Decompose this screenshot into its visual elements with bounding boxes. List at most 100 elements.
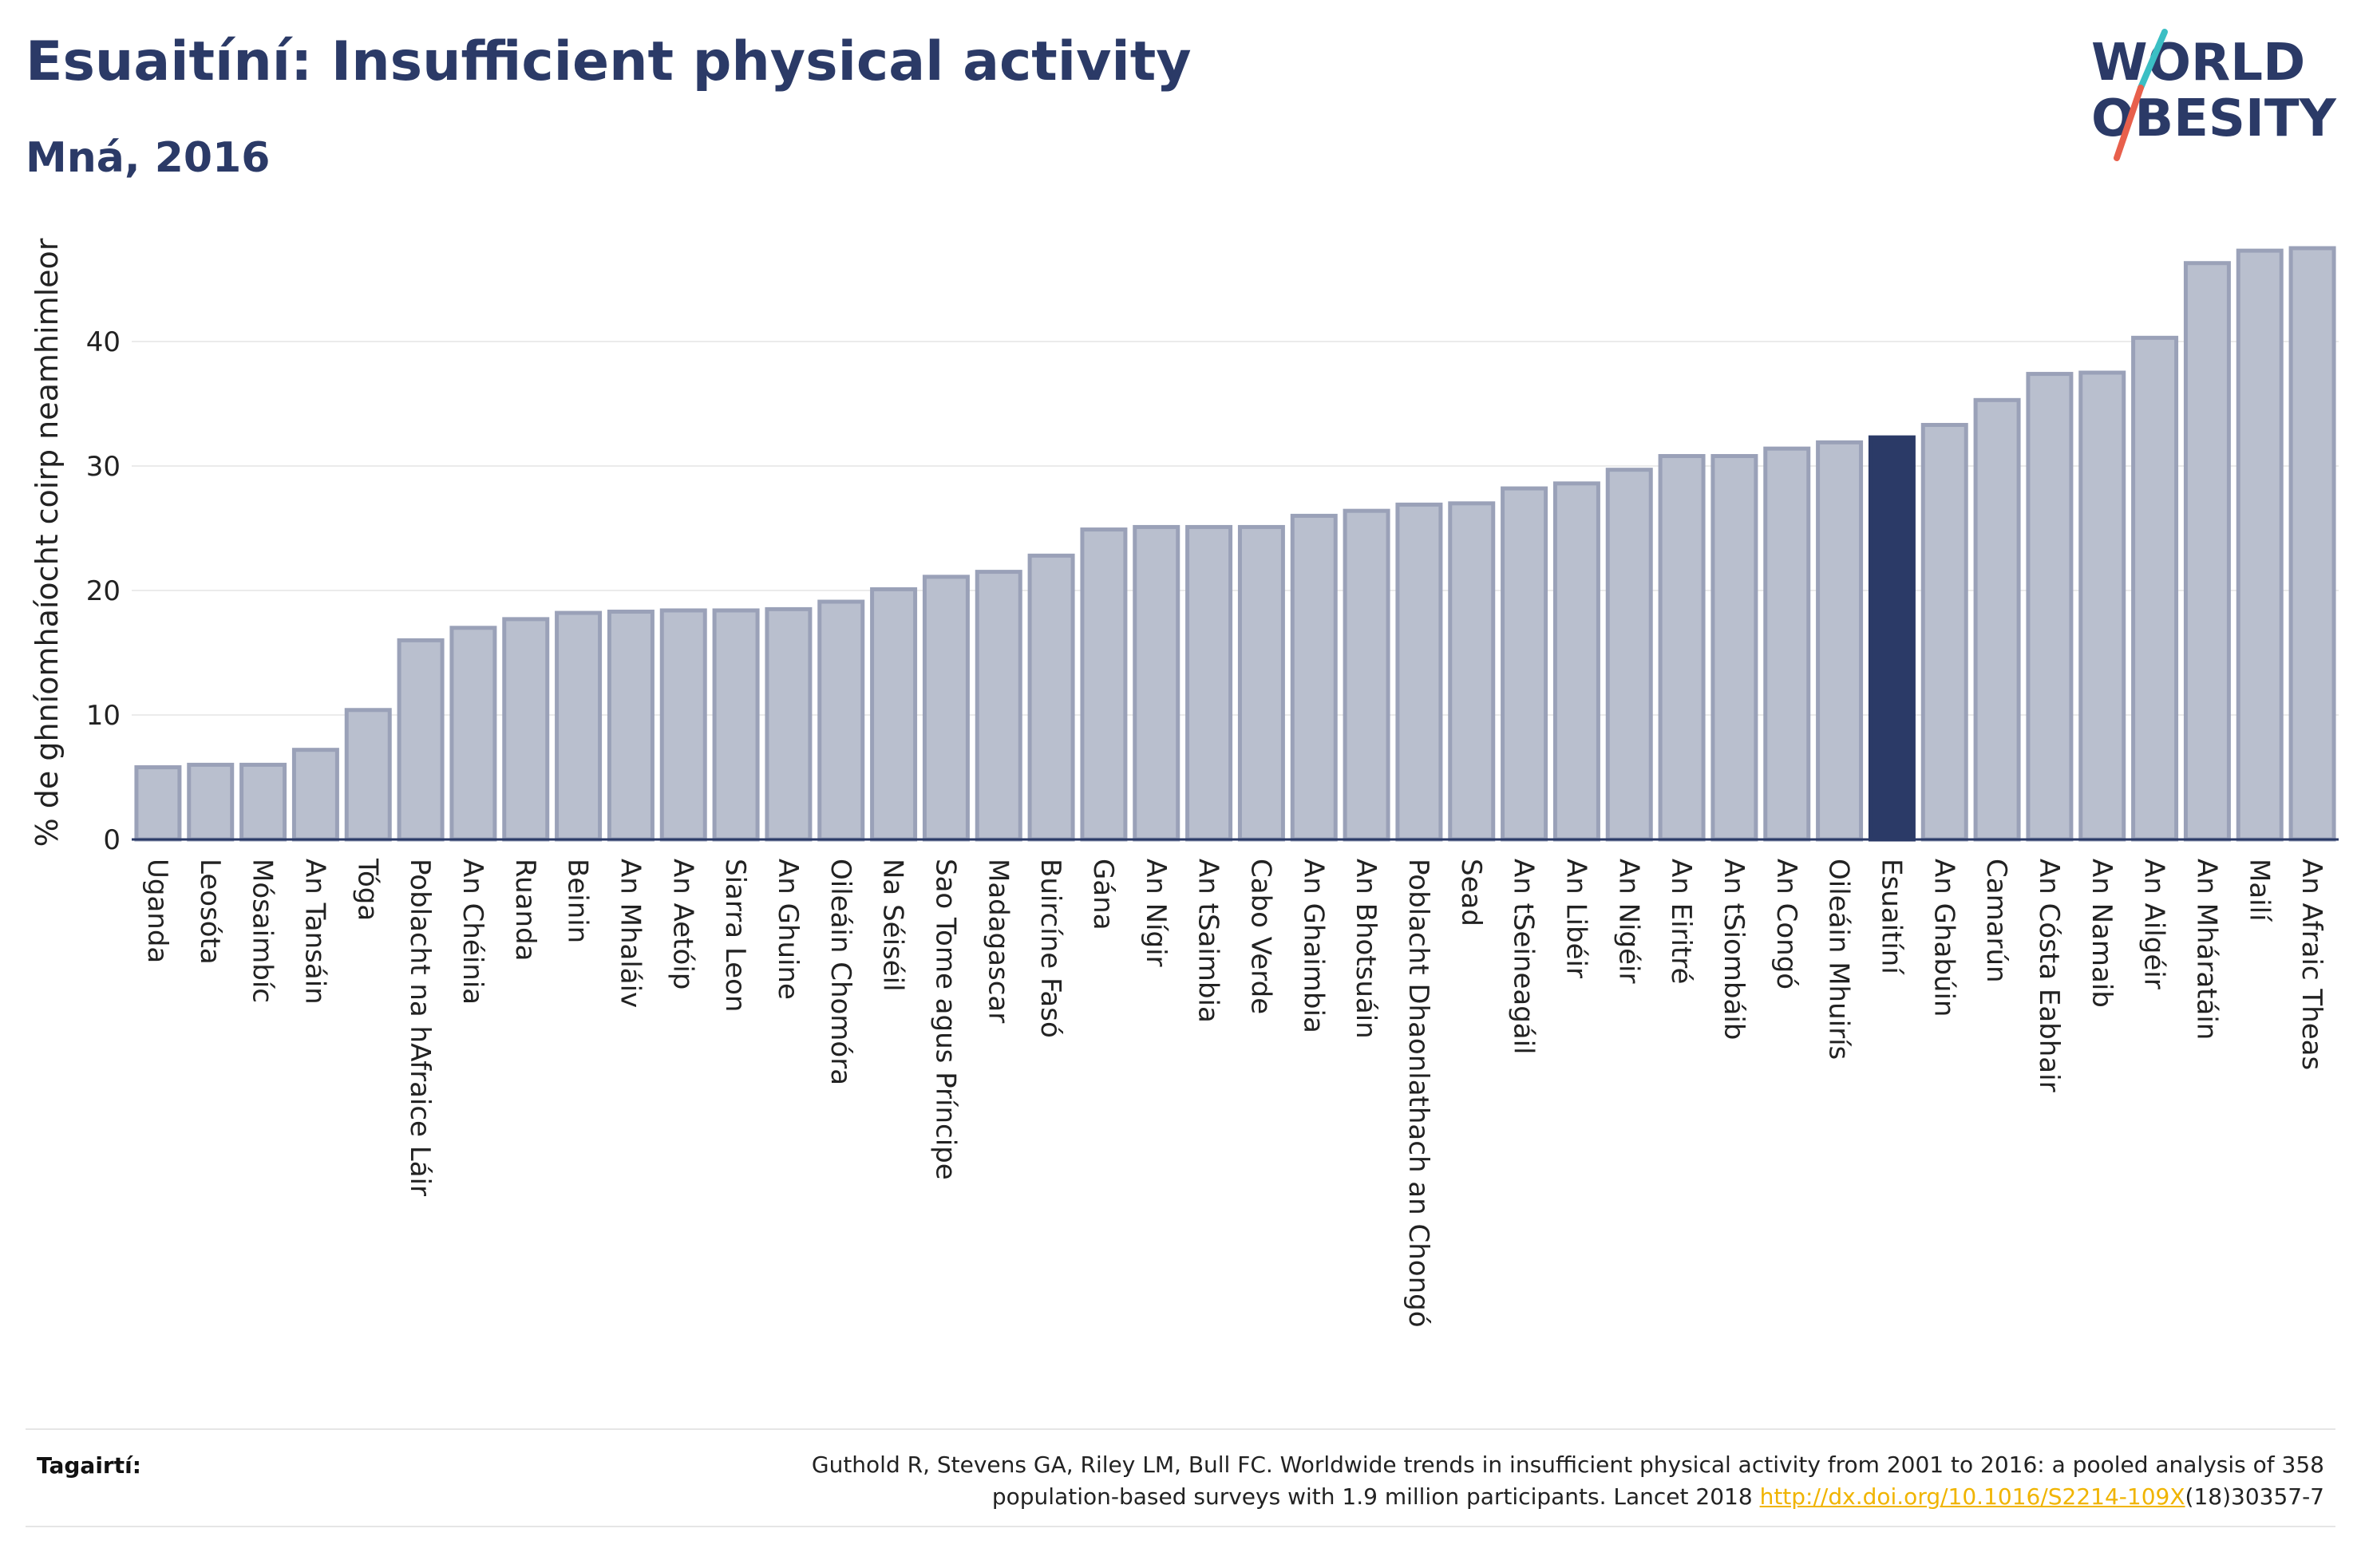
- y-axis-label: % de ghníomhaíocht coirp neamhimleor: [30, 238, 65, 847]
- bar: [555, 610, 603, 842]
- bar: [1552, 481, 1600, 842]
- bar: [2236, 248, 2284, 842]
- bar: [502, 617, 550, 842]
- reference-line-2-end: (18)30357-7: [2185, 1483, 2324, 1510]
- logo-slash-teal: [2138, 29, 2168, 91]
- y-tick-labels: 0 10 20 30 40: [86, 326, 121, 856]
- bar: [1501, 486, 1548, 842]
- bar: [922, 575, 970, 842]
- category-label: An Eiritré: [1665, 859, 1697, 984]
- bar: [607, 610, 655, 842]
- category-label: An Chéinia: [457, 859, 488, 1005]
- category-label: Camarún: [1980, 859, 2012, 983]
- category-label: An tSiombáib: [1718, 859, 1750, 1040]
- bar: [2183, 261, 2231, 842]
- logo-text-world: WORLD: [2091, 34, 2305, 93]
- category-label: An Namaib: [2086, 859, 2118, 1008]
- category-label: An Libéir: [1560, 859, 1592, 978]
- bar: [1448, 501, 1496, 842]
- category-label: An Mháratáin: [2190, 859, 2222, 1040]
- bar: [1237, 524, 1285, 842]
- category-label: Na Séiséil: [877, 859, 909, 992]
- bar: [765, 606, 813, 842]
- bar: [2288, 246, 2336, 842]
- bar: [1133, 524, 1180, 842]
- category-label: Sead: [1455, 859, 1487, 926]
- category-label: An Ghaimbia: [1297, 859, 1329, 1033]
- category-label: Beinin: [562, 859, 594, 943]
- category-label: Gána: [1087, 859, 1119, 930]
- bar: [2131, 335, 2179, 842]
- category-label: Esuaitíní: [1875, 859, 1907, 975]
- reference-line-2-start: population-based surveys with 1.9 millio…: [991, 1483, 1760, 1510]
- world-obesity-logo: WORLD OBESITY: [2091, 29, 2336, 161]
- bar: [1290, 513, 1338, 842]
- bar: [1763, 446, 1811, 842]
- y-tick-label: 40: [86, 326, 121, 358]
- bar: [1605, 468, 1653, 842]
- category-label: Cabo Verde: [1244, 859, 1276, 1014]
- bar: [344, 708, 392, 842]
- category-label: An tSaimbia: [1192, 859, 1224, 1023]
- bar: [1027, 553, 1075, 842]
- bar: [817, 599, 865, 842]
- y-tick-label: 0: [103, 824, 121, 856]
- category-label: An Afraic Theas: [2296, 859, 2327, 1070]
- bar: [2026, 372, 2074, 842]
- reference-label: Tagairtí:: [37, 1452, 141, 1479]
- category-label: Oileáin Chomóra: [825, 859, 856, 1085]
- category-label: Ruanda: [509, 859, 541, 961]
- category-label: An Congó: [1770, 859, 1802, 989]
- bar: [449, 626, 497, 842]
- category-label: An Ghuine: [772, 859, 804, 1000]
- category-labels: Uganda Leosóta Mósaimbíc An Tansáin Tóga Pobl…: [141, 858, 2327, 1328]
- category-label: An Ailgéir: [2138, 859, 2170, 989]
- category-label: Buircíne Fasó: [1034, 859, 1066, 1038]
- bar: [187, 762, 235, 842]
- category-label: An Ghabúin: [1928, 859, 1960, 1017]
- bar: [975, 570, 1022, 842]
- category-label: An Nígir: [1140, 859, 1172, 967]
- grid-lines: [132, 341, 2339, 716]
- category-label: An Nigéir: [1612, 859, 1644, 983]
- category-label: Uganda: [141, 859, 173, 963]
- bar: [291, 748, 339, 842]
- category-label: Poblacht na hAfraice Láir: [404, 859, 436, 1196]
- category-label: Madagascar: [982, 859, 1014, 1023]
- bar: [1185, 524, 1233, 842]
- y-tick-label: 20: [86, 575, 121, 607]
- bar: [870, 587, 918, 842]
- bar: [1658, 454, 1706, 842]
- y-tick-label: 10: [86, 700, 121, 732]
- reference-block: Tagairtí: Guthold R, Stevens GA, Riley L…: [26, 1428, 2335, 1527]
- category-label: Tóga: [351, 858, 383, 921]
- category-label: An Mhaláiv: [614, 859, 646, 1008]
- bar: [1920, 423, 1968, 842]
- bar: [659, 608, 707, 842]
- category-label: Oileáin Mhuirís: [1823, 859, 1855, 1060]
- bar: [397, 638, 445, 842]
- category-label: Poblacht Dhaonlathach an Chongó: [1402, 859, 1434, 1328]
- reference-doi-link[interactable]: http://dx.doi.org/10.1016/S2214-109X: [1759, 1483, 2185, 1510]
- category-label: Leosóta: [194, 859, 226, 965]
- chart-title: Esuaitíní: Insufficient physical activit…: [26, 30, 1192, 93]
- bar: [1343, 508, 1390, 842]
- bar: [1080, 527, 1128, 842]
- reference-text: Guthold R, Stevens GA, Riley LM, Bull FC…: [488, 1449, 2324, 1513]
- category-label: Siarra Leon: [719, 859, 751, 1012]
- category-label: An Aetóip: [666, 859, 698, 989]
- bar: [239, 762, 287, 842]
- category-label: An tSeineagáil: [1508, 859, 1540, 1055]
- bar: [1710, 454, 1758, 842]
- category-label: Sao Tome agus Príncipe: [929, 859, 961, 1180]
- bar: [1816, 440, 1864, 842]
- chart-subtitle: Mná, 2016: [26, 134, 271, 182]
- category-label: An Cósta Eabhair: [2033, 859, 2065, 1092]
- bars: [134, 246, 2336, 842]
- reference-line-1: Guthold R, Stevens GA, Riley LM, Bull FC…: [811, 1451, 2324, 1478]
- bar-highlighted: [1868, 435, 1916, 842]
- bar: [1973, 397, 2021, 842]
- bar: [712, 608, 760, 842]
- category-label: Mailí: [2243, 859, 2275, 922]
- category-label: An Tansáin: [299, 859, 330, 1005]
